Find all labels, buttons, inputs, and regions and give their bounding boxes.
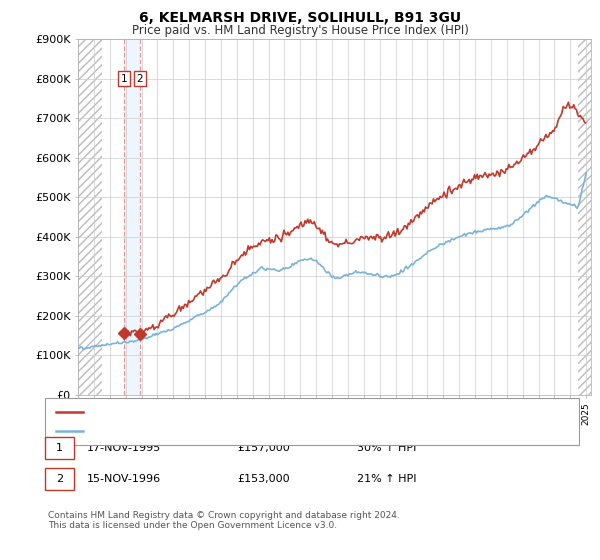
Text: 30% ↑ HPI: 30% ↑ HPI <box>357 443 416 453</box>
Text: 2: 2 <box>56 474 63 484</box>
Text: £153,000: £153,000 <box>237 474 290 484</box>
Text: 6, KELMARSH DRIVE, SOLIHULL, B91 3GU (detached house): 6, KELMARSH DRIVE, SOLIHULL, B91 3GU (de… <box>89 407 398 417</box>
Text: HPI: Average price, detached house, Solihull: HPI: Average price, detached house, Soli… <box>89 426 320 436</box>
Text: 1: 1 <box>121 74 127 83</box>
Text: 15-NOV-1996: 15-NOV-1996 <box>87 474 161 484</box>
Text: £157,000: £157,000 <box>237 443 290 453</box>
Text: Price paid vs. HM Land Registry's House Price Index (HPI): Price paid vs. HM Land Registry's House … <box>131 24 469 36</box>
Text: 1: 1 <box>56 443 63 453</box>
Text: 6, KELMARSH DRIVE, SOLIHULL, B91 3GU: 6, KELMARSH DRIVE, SOLIHULL, B91 3GU <box>139 11 461 25</box>
Text: 2: 2 <box>136 74 143 83</box>
Text: Contains HM Land Registry data © Crown copyright and database right 2024.
This d: Contains HM Land Registry data © Crown c… <box>48 511 400 530</box>
Text: 17-NOV-1995: 17-NOV-1995 <box>87 443 161 453</box>
Text: 21% ↑ HPI: 21% ↑ HPI <box>357 474 416 484</box>
